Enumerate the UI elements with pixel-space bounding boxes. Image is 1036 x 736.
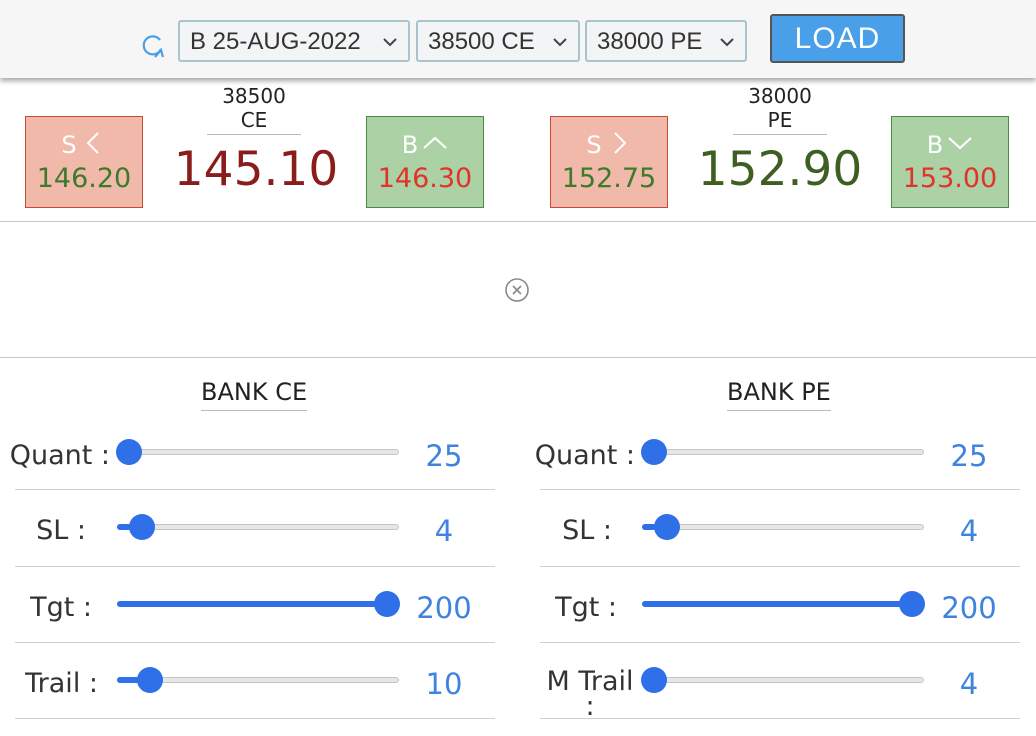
chevron-right-icon [613,132,627,154]
ce-strike-select[interactable]: 38500 CE [416,20,580,62]
setting-label: Tgt : [30,592,92,623]
row-divider [540,489,1020,490]
setting-value: 4 [434,514,454,548]
setting-slider-thumb[interactable] [136,667,163,693]
pe-ltp: 152.90 [697,142,863,197]
pe-sell-letter: S [586,131,602,159]
setting-value: 200 [941,591,997,625]
setting-slider-thumb[interactable] [116,439,142,465]
setting-value: 10 [425,667,463,701]
ce-quote-label: 38500 CE [207,84,301,135]
load-button[interactable]: LOAD [770,14,905,63]
ce-buy-button[interactable]: B 146.30 [366,116,484,208]
setting-slider-fill [117,601,399,607]
chevron-down-icon [948,137,972,150]
setting-label: Quant : [9,440,110,471]
pe-sell-button[interactable]: S 152.75 [550,116,668,208]
close-icon[interactable] [504,277,530,303]
chevron-down-icon [553,38,567,47]
refresh-icon[interactable] [138,30,168,60]
setting-label: SL : [36,515,86,546]
setting-slider-thumb[interactable] [641,667,667,693]
setting-value: 25 [950,439,988,473]
row-divider [15,718,495,719]
row-divider [15,642,495,643]
setting-label: Tgt : [555,592,617,623]
ce-sell-button[interactable]: S 146.20 [25,116,143,208]
setting-slider-thumb[interactable] [374,591,400,617]
setting-slider-thumb[interactable] [128,514,155,540]
divider [0,221,1036,222]
ce-sell-price: 146.20 [36,163,132,194]
setting-slider-track[interactable] [642,449,924,455]
setting-value: 4 [959,514,979,548]
setting-slider-fill [117,524,132,530]
setting-slider-thumb[interactable] [653,514,680,540]
ce-sell-letter: S [61,131,77,159]
setting-label-line: : [585,691,595,722]
setting-slider-track[interactable] [642,601,924,607]
setting-slider-fill [117,677,140,683]
ce-ltp: 145.10 [173,142,339,197]
expiry-select[interactable]: B 25-AUG-2022 [178,20,410,62]
setting-slider-track[interactable] [117,449,399,455]
setting-value: 200 [416,591,472,625]
setting-label: Trail : [25,668,98,699]
setting-value: 4 [959,667,979,701]
setting-slider-track[interactable] [117,524,399,530]
setting-slider-fill [642,601,924,607]
setting-slider-track[interactable] [642,524,924,530]
ce-buy-letter: B [401,131,419,159]
row-divider [540,718,1020,719]
setting-slider-track[interactable] [117,601,399,607]
row-divider [15,489,495,490]
pe-sell-price: 152.75 [561,163,657,194]
pe-buy-button[interactable]: B 153.00 [891,116,1009,208]
setting-slider-fill [642,524,657,530]
pe-buy-letter: B [926,131,944,159]
setting-value: 25 [425,439,463,473]
setting-label: SL : [562,515,612,546]
toolbar: B 25-AUG-2022 38500 CE 38000 PE LOAD [0,0,1036,78]
expiry-select-value: B 25-AUG-2022 [190,28,361,55]
setting-label: Quant : [534,440,635,471]
row-divider [15,566,495,567]
pe-buy-price: 153.00 [902,163,998,194]
divider [0,357,1036,358]
pe-strike-select-value: 38000 PE [597,28,703,55]
setting-slider-thumb[interactable] [899,591,925,617]
chevron-left-icon [86,132,99,154]
chevron-down-icon [720,38,734,47]
pe-quote-label: 38000 PE [733,84,827,135]
pe-panel-title: BANK PE [727,378,831,411]
ce-strike-select-value: 38500 CE [428,28,535,55]
ce-buy-price: 146.30 [377,163,473,194]
setting-slider-track[interactable] [642,677,924,683]
setting-slider-track[interactable] [117,677,399,683]
chevron-up-icon [423,136,447,149]
row-divider [540,566,1020,567]
pe-strike-select[interactable]: 38000 PE [585,20,747,62]
chevron-down-icon [383,38,397,47]
ce-panel-title: BANK CE [201,378,308,411]
setting-slider-thumb[interactable] [641,439,667,465]
setting-label-line: M Trail [546,667,634,697]
setting-label: M Trail: [540,667,640,727]
row-divider [540,642,1020,643]
